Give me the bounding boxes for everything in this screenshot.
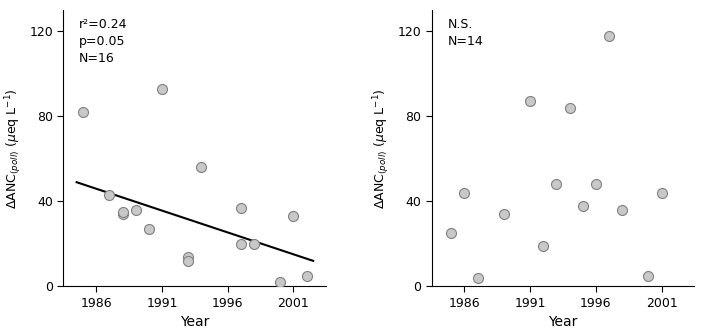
Point xyxy=(130,207,142,212)
X-axis label: Year: Year xyxy=(548,315,577,329)
Text: N.S.
N=14: N.S. N=14 xyxy=(447,18,483,48)
Point xyxy=(616,207,627,212)
Point xyxy=(577,203,589,208)
Point xyxy=(275,279,286,285)
Point xyxy=(446,230,457,236)
Y-axis label: $\Delta$ANC$_{(poll)}$ ($\mu$eq L$^{-1}$): $\Delta$ANC$_{(poll)}$ ($\mu$eq L$^{-1}$… xyxy=(372,88,392,208)
Point xyxy=(288,213,299,219)
Point xyxy=(104,192,115,197)
Point xyxy=(157,86,168,91)
X-axis label: Year: Year xyxy=(180,315,209,329)
Point xyxy=(235,241,247,246)
Point xyxy=(143,226,154,232)
Point xyxy=(564,105,575,111)
Point xyxy=(183,254,194,259)
Point xyxy=(235,205,247,210)
Point xyxy=(117,211,128,217)
Point xyxy=(472,275,483,280)
Y-axis label: $\Delta$ANC$_{(poll)}$ ($\mu$eq L$^{-1}$): $\Delta$ANC$_{(poll)}$ ($\mu$eq L$^{-1}$… xyxy=(3,88,24,208)
Point xyxy=(248,241,259,246)
Point xyxy=(183,258,194,263)
Point xyxy=(196,165,207,170)
Point xyxy=(498,211,510,217)
Point xyxy=(643,273,654,278)
Point xyxy=(459,190,470,195)
Point xyxy=(656,190,667,195)
Point xyxy=(538,243,549,249)
Point xyxy=(551,182,562,187)
Point xyxy=(117,209,128,215)
Point xyxy=(301,273,312,278)
Text: r²=0.24
p=0.05
N=16: r²=0.24 p=0.05 N=16 xyxy=(79,18,128,65)
Point xyxy=(590,182,601,187)
Point xyxy=(525,99,536,104)
Point xyxy=(78,109,89,115)
Point xyxy=(603,33,615,38)
